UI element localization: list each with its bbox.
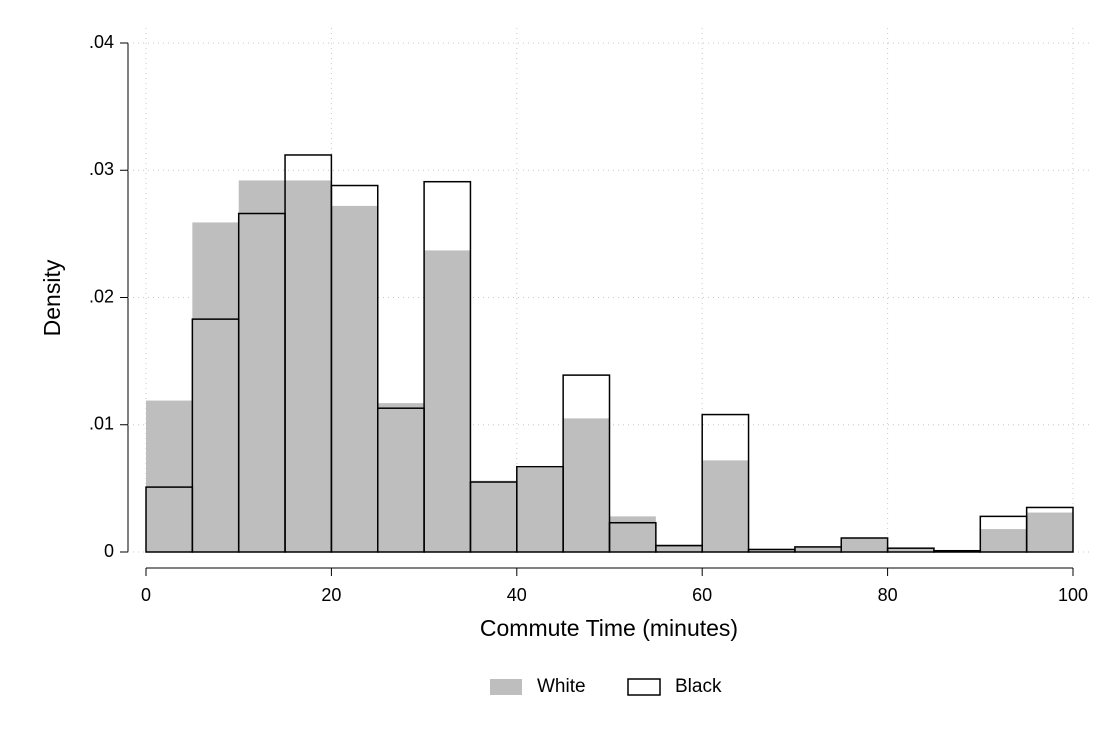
bar <box>609 516 656 552</box>
bar <box>562 374 611 553</box>
legend-swatch <box>490 679 522 695</box>
bar <box>748 549 795 552</box>
y-tick-label: .03 <box>89 159 114 179</box>
bar <box>608 521 657 553</box>
x-tick-label: 60 <box>692 585 712 605</box>
bar <box>470 480 517 552</box>
bar <box>563 418 610 552</box>
bar <box>238 180 286 552</box>
bar <box>331 205 378 552</box>
y-tick-label: .04 <box>89 32 114 52</box>
x-tick-label: 0 <box>141 585 151 605</box>
bar <box>285 180 332 552</box>
legend-label: White <box>537 676 586 697</box>
x-axis-title: Commute Time (minutes) <box>480 615 738 641</box>
bar <box>330 184 379 553</box>
y-axis-title: Density <box>39 259 65 336</box>
bar <box>701 413 750 553</box>
bar <box>702 460 749 552</box>
legend-swatch <box>627 678 661 696</box>
bar <box>1026 512 1073 552</box>
bar <box>841 538 888 552</box>
y-tick-label: .02 <box>89 286 114 306</box>
legend-label: Black <box>675 676 722 697</box>
bar <box>192 222 239 553</box>
bar <box>423 180 472 553</box>
bar <box>377 403 425 552</box>
y-tick-label: .01 <box>89 414 114 434</box>
x-tick-label: 20 <box>321 585 341 605</box>
bar <box>933 549 982 553</box>
bar <box>516 468 564 552</box>
x-tick-label: 40 <box>507 585 527 605</box>
bar <box>840 537 889 553</box>
y-tick-label: 0 <box>104 541 114 561</box>
bar <box>655 544 703 552</box>
bar <box>794 546 842 552</box>
bar <box>424 250 471 553</box>
x-tick-label: 80 <box>878 585 898 605</box>
bar <box>887 548 934 552</box>
bar <box>146 400 193 552</box>
bar <box>1025 506 1074 553</box>
x-tick-label: 100 <box>1058 585 1088 605</box>
bar <box>980 529 1027 552</box>
